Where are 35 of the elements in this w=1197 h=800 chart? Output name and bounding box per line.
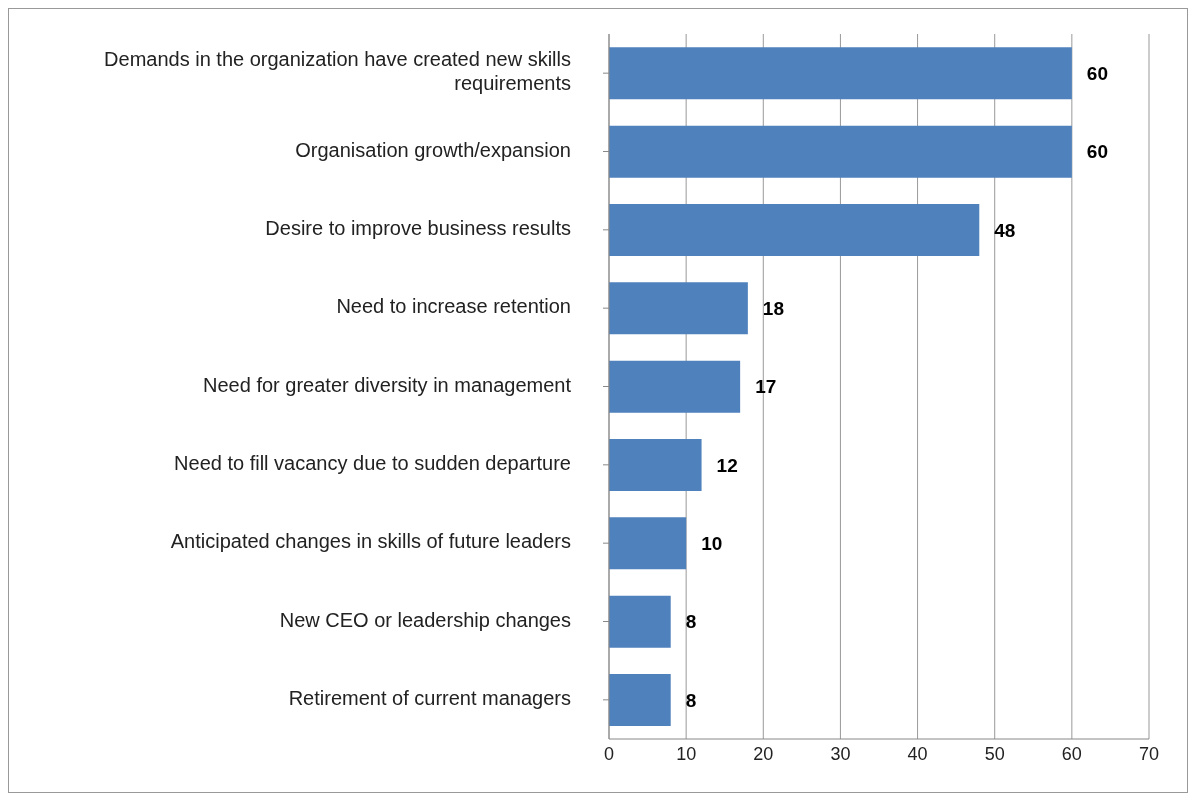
y-tick-label: Need to fill vacancy due to sudden departure [174,452,571,475]
data-label: 18 [762,298,784,320]
bar [609,438,702,491]
bar [609,203,980,256]
y-tick-label: Retirement of current managers [288,687,571,710]
bar [609,282,748,335]
x-tick-label: 0 [603,743,615,764]
y-tick-label: Need for greater diversity in management [203,373,572,396]
x-tick-label: 60 [1061,743,1082,764]
y-tick-label: Organisation growth/expansion [295,138,571,161]
bar [609,595,671,648]
data-label: 17 [755,376,777,398]
y-tick-label: Need to increase retention [336,295,571,318]
y-tick-label: Demands in the organization have created new skills requirements [104,48,571,95]
data-label: 60 [1086,63,1108,85]
bar [609,360,741,413]
y-tick-label: Anticipated changes in skills of future leaders [170,530,571,553]
x-tick-label: 40 [907,743,928,764]
data-label: 48 [994,219,1016,241]
data-label: 8 [685,689,697,711]
data-label: 12 [716,454,738,476]
y-tick-label: New CEO or leadership changes [279,608,571,631]
bar [609,517,687,570]
data-label: 60 [1086,141,1108,163]
x-tick-label: 70 [1138,743,1160,764]
bar [609,47,1072,100]
bar [609,673,671,726]
x-tick-label: 50 [984,743,1005,764]
x-tick-label: 30 [830,743,851,764]
x-tick-label: 10 [676,743,697,764]
y-tick-label: Desire to improve business results [265,217,571,240]
x-tick-label: 20 [753,743,774,764]
data-label: 10 [701,533,723,555]
data-label: 8 [685,611,697,633]
bar [609,125,1072,178]
